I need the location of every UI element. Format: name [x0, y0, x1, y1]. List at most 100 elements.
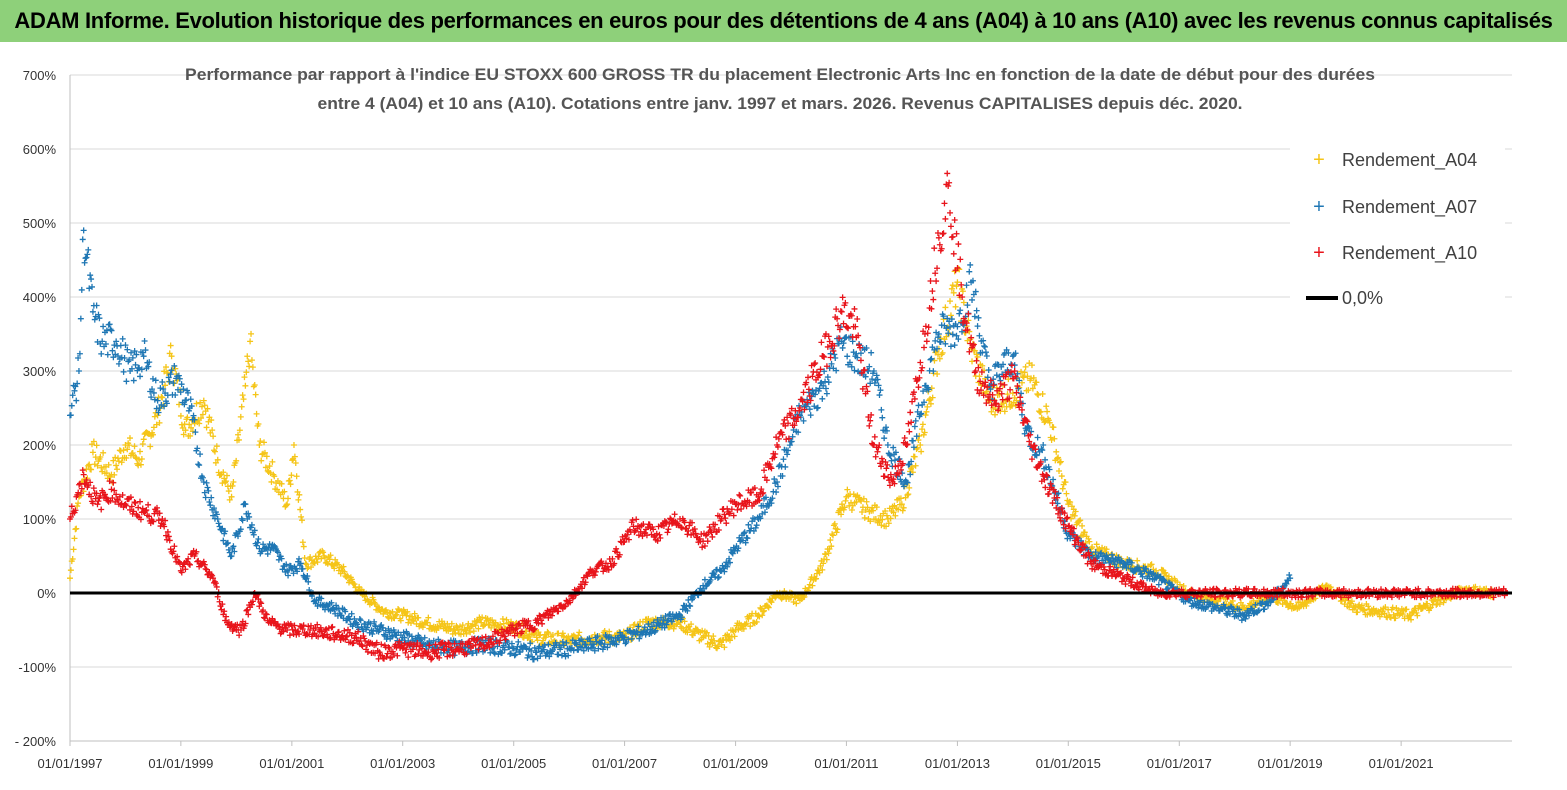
- point-fill: [183, 397, 190, 404]
- point-fill: [370, 596, 377, 603]
- point-fill: [813, 405, 820, 412]
- point-fill: [262, 464, 269, 471]
- point-fill: [947, 209, 954, 216]
- data-point: [80, 471, 87, 478]
- point-fill: [929, 288, 936, 295]
- point-fill: [906, 428, 913, 435]
- point-fill: [887, 452, 894, 459]
- point-fill: [878, 522, 885, 529]
- point-fill: [976, 332, 983, 339]
- point-fill: [236, 632, 243, 639]
- point-fill: [201, 402, 208, 409]
- point-fill: [991, 411, 998, 418]
- point-fill: [138, 456, 145, 463]
- point-fill: [981, 343, 988, 350]
- point-fill: [472, 622, 479, 629]
- point-fill: [88, 466, 95, 473]
- point-fill: [943, 333, 950, 340]
- point-fill: [869, 376, 876, 383]
- data-point: [1065, 501, 1072, 508]
- point-fill: [129, 354, 136, 361]
- point-fill: [1072, 508, 1079, 515]
- point-fill: [1109, 555, 1116, 562]
- data-point: [242, 382, 249, 389]
- point-fill: [137, 448, 144, 455]
- point-fill: [503, 616, 510, 623]
- point-fill: [964, 302, 971, 309]
- point-fill: [152, 377, 159, 384]
- page-title: ADAM Informe. Evolution historique des p…: [14, 8, 1553, 33]
- point-fill: [123, 378, 130, 385]
- point-fill: [822, 551, 829, 558]
- data-point: [1046, 419, 1053, 426]
- point-fill: [384, 613, 391, 620]
- point-fill: [765, 502, 772, 509]
- point-fill: [225, 546, 232, 553]
- point-fill: [190, 412, 197, 419]
- data-point: [676, 619, 683, 626]
- point-fill: [740, 625, 747, 632]
- point-fill: [120, 368, 127, 375]
- point-fill: [809, 373, 816, 380]
- point-fill: [1354, 609, 1361, 616]
- point-fill: [949, 331, 956, 338]
- point-fill: [323, 601, 330, 608]
- point-fill: [454, 624, 461, 631]
- point-fill: [829, 531, 836, 538]
- point-fill: [921, 399, 928, 406]
- point-fill: [467, 629, 474, 636]
- point-fill: [327, 552, 334, 559]
- point-fill: [1098, 549, 1105, 556]
- point-fill: [137, 461, 144, 468]
- point-fill: [225, 488, 232, 495]
- point-fill: [909, 437, 916, 444]
- point-fill: [245, 510, 252, 517]
- point-fill: [1035, 391, 1042, 398]
- point-fill: [921, 344, 928, 351]
- x-tick-label: 01/01/1997: [37, 756, 102, 771]
- point-fill: [668, 618, 675, 625]
- point-fill: [917, 411, 924, 418]
- point-fill: [1108, 551, 1115, 558]
- point-fill: [298, 513, 305, 520]
- point-fill: [114, 466, 121, 473]
- point-fill: [837, 505, 844, 512]
- point-fill: [177, 389, 184, 396]
- point-fill: [308, 564, 315, 571]
- data-point: [321, 553, 328, 559]
- point-fill: [1222, 604, 1229, 611]
- point-fill: [768, 500, 775, 507]
- point-fill: [69, 556, 76, 563]
- point-fill: [117, 447, 124, 454]
- point-fill: [923, 408, 930, 415]
- point-fill: [184, 414, 191, 421]
- point-fill: [907, 471, 914, 478]
- point-fill: [608, 634, 615, 641]
- point-fill: [137, 373, 144, 380]
- point-fill: [212, 459, 219, 466]
- point-fill: [269, 458, 276, 465]
- point-fill: [98, 506, 105, 513]
- point-fill: [765, 604, 772, 611]
- point-fill: [95, 311, 102, 318]
- data-point: [1088, 545, 1095, 552]
- point-fill: [207, 502, 214, 509]
- point-fill: [861, 514, 868, 521]
- point-fill: [947, 223, 954, 230]
- point-fill: [1356, 601, 1363, 608]
- point-fill: [795, 429, 802, 436]
- point-fill: [631, 621, 638, 628]
- point-fill: [774, 483, 781, 490]
- point-fill: [891, 457, 898, 464]
- point-fill: [107, 326, 114, 333]
- point-fill: [853, 498, 860, 505]
- point-fill: [156, 419, 163, 426]
- point-fill: [527, 640, 534, 647]
- point-fill: [329, 623, 336, 630]
- x-tick-label: 01/01/2015: [1036, 756, 1101, 771]
- point-fill: [972, 288, 979, 295]
- point-fill: [283, 502, 290, 509]
- x-tick-label: 01/01/1999: [148, 756, 213, 771]
- point-fill: [929, 394, 936, 401]
- legend: + Rendement_A04 + Rendement_A07 + Rendem…: [1290, 135, 1505, 320]
